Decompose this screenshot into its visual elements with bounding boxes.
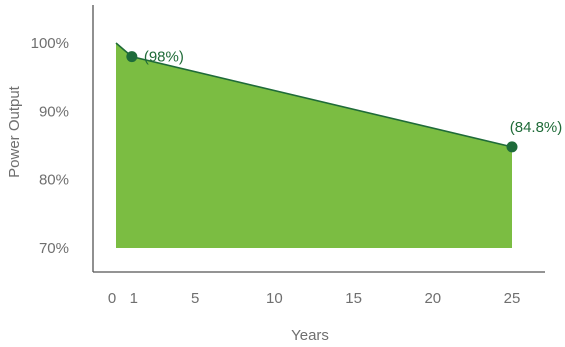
- plot-area: [115, 42, 513, 248]
- data-label: (98%): [144, 49, 184, 66]
- x-tick-label: 1: [130, 290, 138, 307]
- annotations: (98%) (84.8%): [126, 49, 562, 153]
- x-tick-label: 20: [424, 290, 441, 307]
- x-tick-label: 5: [191, 290, 199, 307]
- area-fill: [116, 43, 512, 248]
- x-tick-label: 0: [108, 290, 116, 307]
- data-point-marker: [506, 141, 518, 153]
- y-tick-label: 70%: [39, 240, 69, 257]
- y-tick-label: 90%: [39, 103, 69, 120]
- y-axis-ticks: 70% 80% 90% 100%: [31, 35, 69, 257]
- data-point-marker: [126, 51, 138, 63]
- x-tick-label: 15: [345, 290, 362, 307]
- y-tick-label: 100%: [31, 35, 69, 52]
- data-label: (84.8%): [510, 119, 563, 136]
- x-axis-label: Years: [291, 327, 329, 344]
- y-tick-label: 80%: [39, 172, 69, 189]
- x-tick-label: 25: [504, 290, 521, 307]
- x-tick-label: 10: [266, 290, 283, 307]
- axes: [92, 5, 545, 273]
- y-axis-label: Power Output: [6, 85, 23, 178]
- x-axis-ticks: 0 1 5 10 15 20 25: [108, 290, 521, 307]
